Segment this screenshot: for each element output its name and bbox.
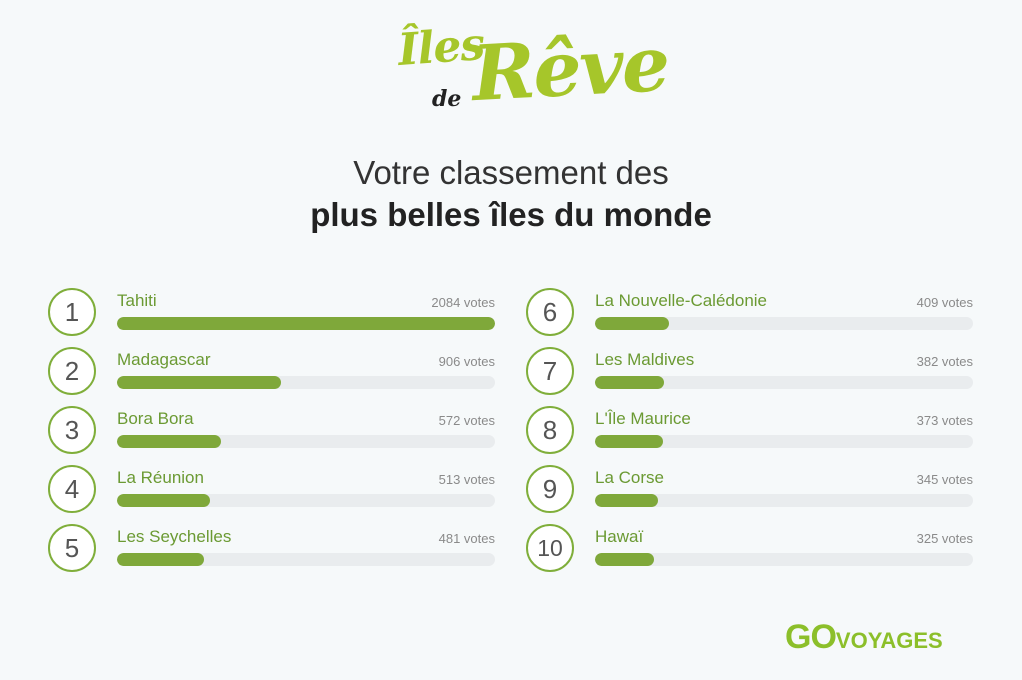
- ranking-row: 2 Madagascar 906 votes: [48, 347, 495, 397]
- ranking-row: 8 L'Île Maurice 373 votes: [526, 406, 973, 456]
- rank-badge: 10: [526, 524, 574, 572]
- vote-count: 2084 votes: [431, 295, 495, 310]
- bar-track: [595, 494, 973, 507]
- island-name: Les Maldives: [595, 350, 695, 369]
- bar-track: [595, 317, 973, 330]
- island-name: La Corse: [595, 468, 664, 487]
- vote-count: 382 votes: [916, 354, 973, 369]
- rank-badge: 5: [48, 524, 96, 572]
- ranking-row: 3 Bora Bora 572 votes: [48, 406, 495, 456]
- vote-bar: [117, 494, 210, 507]
- bar-track: [117, 553, 495, 566]
- vote-count: 481 votes: [438, 531, 495, 546]
- bar-track: [595, 553, 973, 566]
- govoyages-logo: GOVOYAGES: [785, 618, 943, 657]
- island-name: Bora Bora: [117, 409, 194, 428]
- island-name: Hawaï: [595, 527, 644, 546]
- vote-count: 345 votes: [916, 472, 973, 487]
- vote-count: 513 votes: [438, 472, 495, 487]
- ranking-row: 6 La Nouvelle-Calédonie 409 votes: [526, 288, 973, 338]
- vote-count: 906 votes: [438, 354, 495, 369]
- vote-count: 409 votes: [916, 295, 973, 310]
- rank-badge: 7: [526, 347, 574, 395]
- ranking-row: 5 Les Seychelles 481 votes: [48, 524, 495, 574]
- island-name: Tahiti: [117, 291, 157, 310]
- island-name: La Réunion: [117, 468, 204, 487]
- vote-bar: [117, 435, 221, 448]
- vote-bar: [595, 317, 669, 330]
- rank-badge: 8: [526, 406, 574, 454]
- vote-bar: [595, 376, 664, 389]
- bar-track: [117, 435, 495, 448]
- iles-de-reve-logo: Îles de Rêve: [380, 18, 670, 128]
- rank-badge: 1: [48, 288, 96, 336]
- bar-track: [595, 435, 973, 448]
- rank-badge: 2: [48, 347, 96, 395]
- vote-count: 325 votes: [916, 531, 973, 546]
- vote-bar: [117, 553, 204, 566]
- island-name: L'Île Maurice: [595, 409, 691, 428]
- vote-bar: [595, 494, 658, 507]
- island-name: Madagascar: [117, 350, 211, 369]
- bar-track: [595, 376, 973, 389]
- ranking-row: 4 La Réunion 513 votes: [48, 465, 495, 515]
- vote-bar: [595, 553, 654, 566]
- vote-bar: [595, 435, 663, 448]
- ranking-row: 7 Les Maldives 382 votes: [526, 347, 973, 397]
- vote-count: 373 votes: [916, 413, 973, 428]
- brand-go: GO: [785, 618, 837, 656]
- vote-count: 572 votes: [438, 413, 495, 428]
- island-name: Les Seychelles: [117, 527, 232, 546]
- logo-word-reve: Rêve: [469, 18, 671, 119]
- brand-voyages: VOYAGES: [835, 628, 943, 653]
- rank-badge: 9: [526, 465, 574, 513]
- bar-track: [117, 317, 495, 330]
- ranking-row: 1 Tahiti 2084 votes: [48, 288, 495, 338]
- title-line-1: Votre classement des: [353, 154, 669, 191]
- title-line-2: plus belles îles du monde: [310, 196, 712, 233]
- vote-bar: [117, 317, 495, 330]
- ranking-row: 9 La Corse 345 votes: [526, 465, 973, 515]
- rank-badge: 4: [48, 465, 96, 513]
- logo-word-de: de: [432, 86, 462, 112]
- bar-track: [117, 494, 495, 507]
- bar-track: [117, 376, 495, 389]
- rank-badge: 3: [48, 406, 96, 454]
- ranking-row: 10 Hawaï 325 votes: [526, 524, 973, 574]
- island-name: La Nouvelle-Calédonie: [595, 291, 768, 310]
- vote-bar: [117, 376, 281, 389]
- rank-badge: 6: [526, 288, 574, 336]
